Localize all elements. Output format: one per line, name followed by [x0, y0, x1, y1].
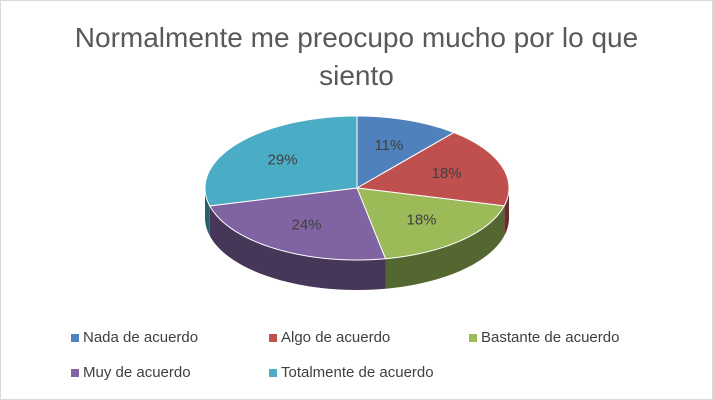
legend-label: Bastante de acuerdo: [481, 329, 619, 346]
legend-swatch: [71, 369, 79, 377]
slice: [355, 131, 510, 207]
data-label: 18%: [406, 212, 436, 229]
data-label: 18%: [432, 165, 462, 182]
legend-label: Muy de acuerdo: [83, 364, 191, 381]
chart-title: Normalmente me preocupo mucho por lo que…: [74, 22, 639, 91]
legend-label: Nada de acuerdo: [83, 329, 198, 346]
legend-swatch: [71, 334, 79, 342]
legend-label: Algo de acuerdo: [281, 329, 390, 346]
data-label: 29%: [268, 152, 298, 169]
slice: [356, 115, 456, 189]
slice-side: [205, 188, 210, 236]
legend-label: Totalmente de acuerdo: [281, 364, 434, 381]
slice-side: [209, 205, 386, 290]
legend-swatch: [269, 334, 277, 342]
legend-swatch: [269, 369, 277, 377]
data-label: 11%: [374, 137, 403, 154]
slice-side: [504, 188, 509, 236]
data-label: 24%: [291, 217, 321, 234]
slice-side: [385, 205, 505, 289]
legend-swatch: [469, 334, 477, 342]
slice: [204, 115, 358, 207]
slice: [356, 187, 506, 260]
slice: [208, 187, 387, 261]
